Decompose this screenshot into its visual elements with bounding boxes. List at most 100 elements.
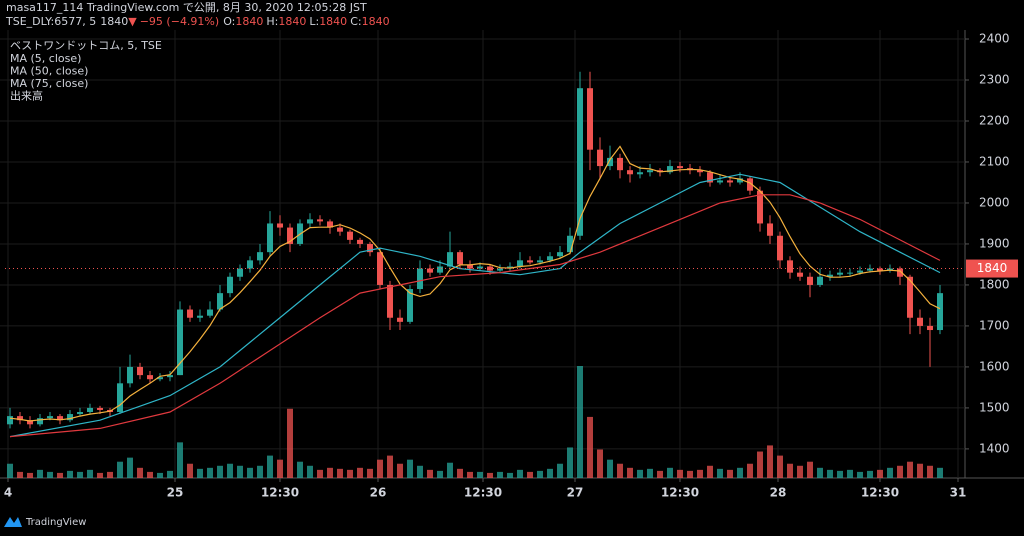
volume-bar <box>157 472 163 478</box>
legend-volume: 出来高 <box>10 89 43 103</box>
volume-bar <box>227 463 233 478</box>
candle-body <box>877 268 883 271</box>
x-tick-label: 28 <box>770 486 787 500</box>
candle-body <box>637 172 643 175</box>
volume-bar <box>637 469 643 478</box>
candle-body <box>557 252 563 257</box>
candle-body <box>397 317 403 322</box>
candle-body <box>317 219 323 222</box>
candle-body <box>707 172 713 183</box>
ohlc-label: L: <box>309 15 319 28</box>
x-tick-label: 4 <box>4 486 12 500</box>
candle-body <box>937 293 943 331</box>
ohlc-label: O: <box>223 15 235 28</box>
candle-body <box>757 190 763 224</box>
candle-body <box>307 219 313 224</box>
moving-average <box>9 145 941 422</box>
volume-bar <box>677 469 683 478</box>
volume-bar <box>97 472 103 478</box>
volume-bar <box>577 366 583 478</box>
candle-body <box>87 407 93 413</box>
volume-bar <box>7 463 13 478</box>
y-tick-label: 1700 <box>979 318 1010 332</box>
volume-bar <box>737 467 743 478</box>
candle-body <box>727 180 733 183</box>
volume-bar <box>897 465 903 478</box>
tradingview-logo: TradingView <box>4 517 86 528</box>
volume-bar <box>667 467 673 478</box>
candle-body <box>857 270 863 273</box>
candle-body <box>217 293 223 310</box>
volume-bar <box>477 471 483 478</box>
y-tick-label: 1400 <box>979 441 1010 455</box>
volume-bar <box>937 467 943 478</box>
volume-bar <box>197 468 203 478</box>
volume-bar <box>847 469 853 478</box>
candle-body <box>777 235 783 261</box>
candle-body <box>277 223 283 228</box>
volume-bar <box>827 469 833 478</box>
y-tick-label: 2000 <box>979 195 1010 209</box>
volume-bar <box>117 461 123 478</box>
volume-bar <box>857 471 863 478</box>
candle-body <box>737 178 743 183</box>
x-tick-label: 31 <box>950 486 967 500</box>
candle-body <box>407 289 413 322</box>
volume-bar <box>77 471 83 478</box>
last-price-box <box>966 259 1018 278</box>
volume-bar <box>787 463 793 478</box>
candle-body <box>467 264 473 269</box>
candle-body <box>37 418 43 425</box>
volume-bar <box>447 462 453 478</box>
x-tick-label: 27 <box>567 486 584 500</box>
volume-bar <box>927 465 933 478</box>
candle-body <box>67 414 73 421</box>
candle-body <box>647 170 653 173</box>
candle-body <box>387 284 393 318</box>
candle-body <box>227 276 233 294</box>
x-tick-label: 12:30 <box>861 486 899 500</box>
y-tick-label: 1800 <box>979 277 1010 291</box>
candle-body <box>767 223 773 236</box>
candle-body <box>537 260 543 263</box>
candle-body <box>817 276 823 285</box>
logo-icon <box>4 517 22 527</box>
candle-body <box>377 252 383 285</box>
volume-bar <box>397 463 403 478</box>
moving-average <box>9 194 941 438</box>
symbol-line: TSE_DLY:6577, 5 1840▼ −95 (−4.91%) O:1840 H:… <box>5 15 390 28</box>
volume-bar <box>517 469 523 478</box>
ohlc-label: H: <box>266 15 278 28</box>
volume-bar <box>47 471 53 478</box>
publish-info: masa117_114 TradingView.com で公開, 8月 30, … <box>6 1 367 14</box>
candle-body <box>57 416 63 421</box>
volume-bar <box>607 459 613 478</box>
volume-bar <box>627 467 633 478</box>
volume-bar <box>287 408 293 478</box>
change-arrow: ▼ <box>128 15 137 28</box>
candle-body <box>167 375 173 378</box>
candle-body <box>367 243 373 253</box>
candle-body <box>207 309 213 316</box>
candle-body <box>347 231 353 240</box>
volume-bar <box>507 472 513 478</box>
last-price-label: 1840 <box>977 261 1008 275</box>
candle-body <box>787 260 793 273</box>
volume-bar <box>107 471 113 478</box>
candle-body <box>677 166 683 169</box>
volume-bar <box>657 470 663 478</box>
volume-bar <box>257 465 263 478</box>
y-tick-label: 2200 <box>979 113 1010 127</box>
volume-bar <box>307 465 313 478</box>
plot: 1400 1500 1600 1700 1800 1900 2000 2100 2200 2300… <box>0 30 1018 500</box>
volume-bar <box>67 470 73 478</box>
volume-bar <box>587 416 593 478</box>
volume-bar <box>417 465 423 478</box>
volume-bar <box>817 467 823 478</box>
volume-bar <box>457 468 463 478</box>
candle-body <box>27 420 33 425</box>
candle-body <box>77 412 83 415</box>
volume-bar <box>467 471 473 478</box>
candle-body <box>627 170 633 175</box>
volume-bar <box>127 457 133 478</box>
